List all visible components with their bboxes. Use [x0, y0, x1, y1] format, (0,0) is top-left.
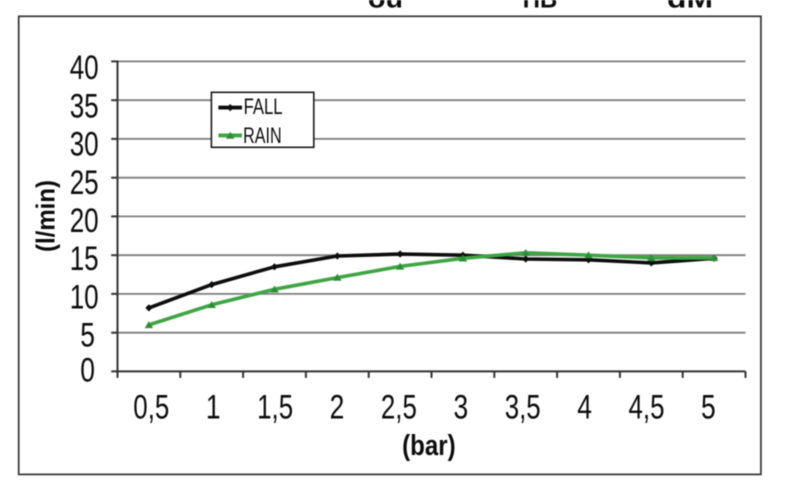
svg-text:5: 5	[80, 317, 95, 355]
svg-text:35: 35	[70, 87, 99, 125]
svg-text:(l/min): (l/min)	[31, 180, 61, 252]
svg-text:20: 20	[70, 202, 99, 240]
svg-text:1,5: 1,5	[257, 388, 293, 426]
svg-text:4: 4	[577, 388, 592, 426]
svg-text:dM: dM	[667, 0, 713, 14]
svg-text:0,5: 0,5	[133, 388, 169, 426]
svg-text:40: 40	[70, 49, 99, 87]
svg-text:3: 3	[453, 388, 468, 426]
svg-text:15: 15	[70, 240, 99, 278]
svg-text:5: 5	[701, 388, 716, 426]
svg-text:2: 2	[330, 388, 345, 426]
svg-text:10: 10	[70, 278, 99, 316]
svg-text:ou: ou	[368, 0, 403, 14]
svg-text:4,5: 4,5	[629, 388, 665, 426]
svg-text:(bar): (bar)	[402, 430, 456, 462]
svg-text:2,5: 2,5	[381, 388, 417, 426]
svg-text:RAIN: RAIN	[243, 123, 282, 148]
svg-text:25: 25	[70, 164, 99, 202]
svg-text:30: 30	[70, 126, 99, 164]
svg-text:0: 0	[80, 352, 95, 390]
svg-text:1: 1	[206, 388, 221, 426]
svg-text:HB: HB	[523, 0, 558, 14]
svg-text:FALL: FALL	[244, 94, 283, 119]
svg-text:3,5: 3,5	[505, 388, 541, 426]
